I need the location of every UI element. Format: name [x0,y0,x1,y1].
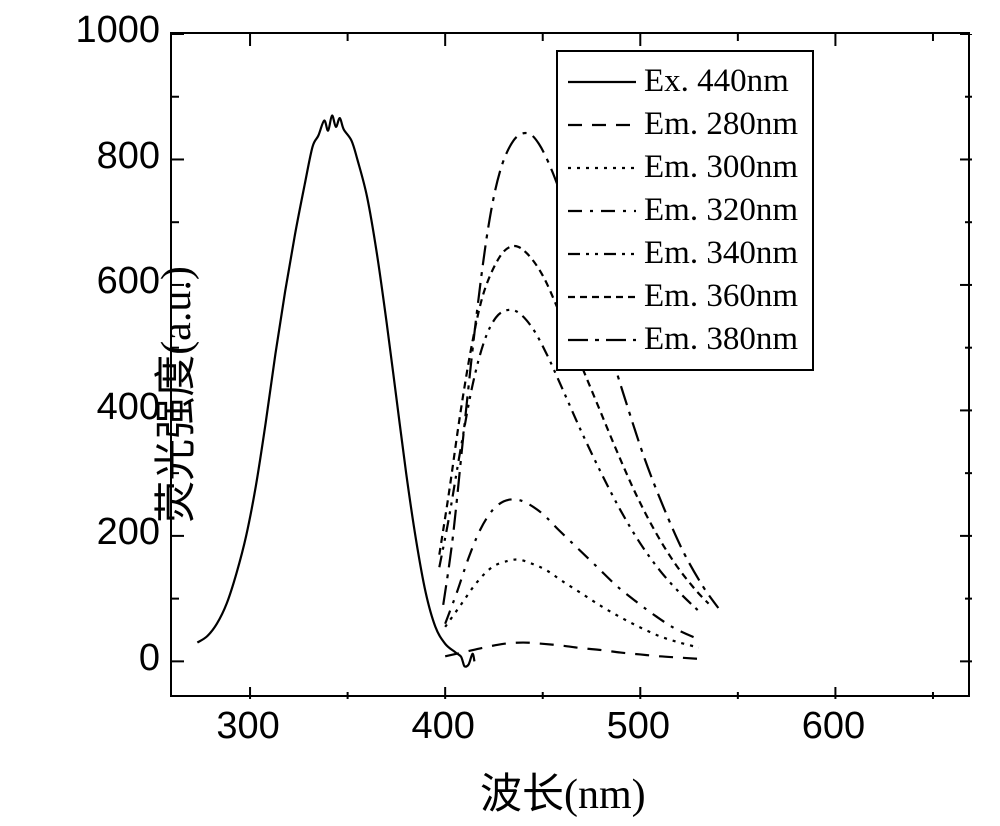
legend-swatch [568,249,636,259]
tick-label: 400 [70,386,160,429]
legend-swatch [568,120,636,130]
tick-label: 600 [783,705,883,748]
legend-swatch [568,335,636,345]
figure: 荧光强度(a.u.) 波长(nm) Ex. 440nmEm. 280nmEm. … [0,0,1000,826]
legend-label: Em. 380nm [644,321,798,358]
tick-label: 200 [70,511,160,554]
legend-swatch [568,77,636,87]
tick-label: 0 [70,637,160,680]
legend-item: Em. 380nm [568,318,798,361]
legend-item: Em. 280nm [568,103,798,146]
tick-label: 1000 [70,9,160,52]
legend-label: Em. 300nm [644,149,798,186]
legend-label: Em. 360nm [644,278,798,315]
legend-label: Em. 280nm [644,106,798,143]
x-axis-label: 波长(nm) [480,760,646,821]
tick-label: 800 [70,135,160,178]
legend-item: Em. 340nm [568,232,798,275]
legend-item: Ex. 440nm [568,60,798,103]
legend-item: Em. 300nm [568,146,798,189]
legend-label: Em. 340nm [644,235,798,272]
legend-label: Em. 320nm [644,192,798,229]
legend-item: Em. 320nm [568,189,798,232]
legend-swatch [568,206,636,216]
tick-label: 500 [588,705,688,748]
tick-label: 600 [70,260,160,303]
tick-label: 300 [198,705,298,748]
tick-label: 400 [393,705,493,748]
legend-item: Em. 360nm [568,275,798,318]
legend-label: Ex. 440nm [644,63,789,100]
legend-swatch [568,163,636,173]
legend-swatch [568,292,636,302]
legend: Ex. 440nm Em. 280nm Em. 300nm Em. 320nm Em. … [556,50,814,371]
